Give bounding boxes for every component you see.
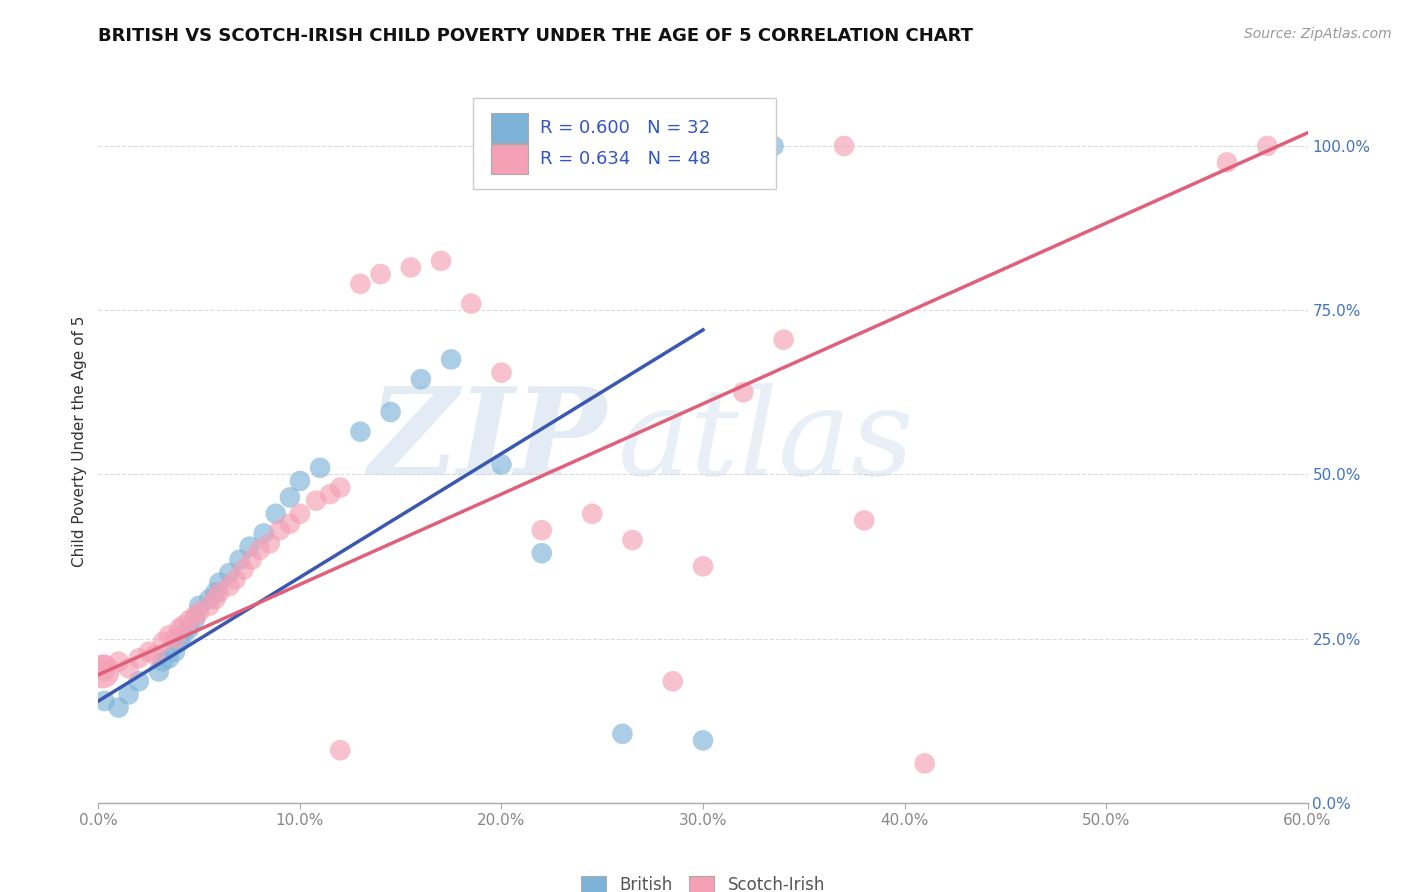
Text: ZIP: ZIP bbox=[368, 383, 606, 500]
Point bbox=[198, 599, 221, 613]
Point bbox=[172, 618, 194, 632]
Point bbox=[278, 516, 301, 531]
Point bbox=[259, 536, 281, 550]
Point bbox=[530, 546, 553, 560]
Point bbox=[128, 674, 150, 689]
Point bbox=[278, 491, 301, 505]
Point bbox=[612, 727, 634, 741]
Point bbox=[1256, 139, 1278, 153]
Text: BRITISH VS SCOTCH-IRISH CHILD POVERTY UNDER THE AGE OF 5 CORRELATION CHART: BRITISH VS SCOTCH-IRISH CHILD POVERTY UN… bbox=[98, 27, 973, 45]
Point bbox=[692, 733, 714, 747]
Point bbox=[491, 366, 513, 380]
Point bbox=[143, 648, 166, 662]
Point bbox=[218, 566, 240, 580]
Text: Source: ZipAtlas.com: Source: ZipAtlas.com bbox=[1244, 27, 1392, 41]
Point bbox=[349, 425, 371, 439]
FancyBboxPatch shape bbox=[492, 112, 527, 143]
Point bbox=[107, 700, 129, 714]
Point bbox=[399, 260, 422, 275]
Point bbox=[621, 533, 644, 547]
Point bbox=[232, 563, 254, 577]
Point bbox=[733, 385, 755, 400]
Point bbox=[179, 613, 201, 627]
Point bbox=[491, 458, 513, 472]
Point bbox=[440, 352, 463, 367]
Point bbox=[118, 687, 141, 701]
Point bbox=[93, 665, 115, 679]
Point bbox=[208, 575, 231, 590]
Text: R = 0.634   N = 48: R = 0.634 N = 48 bbox=[540, 150, 710, 168]
Point bbox=[1216, 155, 1239, 169]
Point bbox=[621, 139, 644, 153]
Point bbox=[264, 507, 287, 521]
Point bbox=[157, 651, 180, 665]
Point bbox=[128, 651, 150, 665]
Point bbox=[204, 585, 226, 599]
Point bbox=[93, 657, 115, 672]
Point bbox=[107, 655, 129, 669]
Point bbox=[530, 523, 553, 537]
Point bbox=[269, 523, 291, 537]
Point bbox=[914, 756, 936, 771]
Point bbox=[118, 661, 141, 675]
Legend: British, Scotch-Irish: British, Scotch-Irish bbox=[575, 869, 831, 892]
Text: atlas: atlas bbox=[619, 383, 915, 500]
Point bbox=[571, 139, 593, 153]
Point bbox=[288, 474, 311, 488]
FancyBboxPatch shape bbox=[474, 98, 776, 189]
Point bbox=[198, 592, 221, 607]
Point bbox=[91, 665, 114, 679]
Point bbox=[772, 333, 794, 347]
Point bbox=[240, 553, 263, 567]
Point bbox=[581, 507, 603, 521]
Point bbox=[163, 645, 186, 659]
Point bbox=[152, 655, 174, 669]
Point bbox=[430, 254, 453, 268]
Point bbox=[208, 585, 231, 599]
Point bbox=[138, 645, 160, 659]
Point bbox=[380, 405, 402, 419]
Point bbox=[409, 372, 432, 386]
Point bbox=[329, 481, 352, 495]
Point bbox=[253, 526, 276, 541]
Point bbox=[288, 507, 311, 521]
Point bbox=[460, 296, 482, 310]
Point bbox=[93, 694, 115, 708]
Point bbox=[179, 622, 201, 636]
Point bbox=[319, 487, 342, 501]
Point bbox=[249, 542, 271, 557]
Point bbox=[218, 579, 240, 593]
Point bbox=[305, 493, 328, 508]
Point bbox=[228, 553, 250, 567]
Point bbox=[152, 635, 174, 649]
Point bbox=[204, 592, 226, 607]
Point bbox=[309, 460, 332, 475]
Y-axis label: Child Poverty Under the Age of 5: Child Poverty Under the Age of 5 bbox=[72, 316, 87, 567]
Point bbox=[184, 608, 207, 623]
Point bbox=[224, 573, 246, 587]
Point bbox=[370, 267, 392, 281]
Point bbox=[188, 605, 211, 619]
Point bbox=[184, 612, 207, 626]
Point bbox=[239, 540, 262, 554]
Point bbox=[163, 632, 186, 646]
Point bbox=[167, 635, 190, 649]
Point bbox=[661, 674, 683, 689]
Point bbox=[188, 599, 211, 613]
Text: R = 0.600   N = 32: R = 0.600 N = 32 bbox=[540, 119, 710, 137]
Point bbox=[172, 628, 194, 642]
Point bbox=[167, 622, 190, 636]
Point bbox=[157, 628, 180, 642]
Point bbox=[148, 665, 170, 679]
Point bbox=[349, 277, 371, 291]
Point bbox=[762, 139, 785, 153]
Point bbox=[329, 743, 352, 757]
Point bbox=[853, 513, 876, 527]
Point bbox=[692, 559, 714, 574]
Point bbox=[832, 139, 855, 153]
FancyBboxPatch shape bbox=[492, 144, 527, 174]
